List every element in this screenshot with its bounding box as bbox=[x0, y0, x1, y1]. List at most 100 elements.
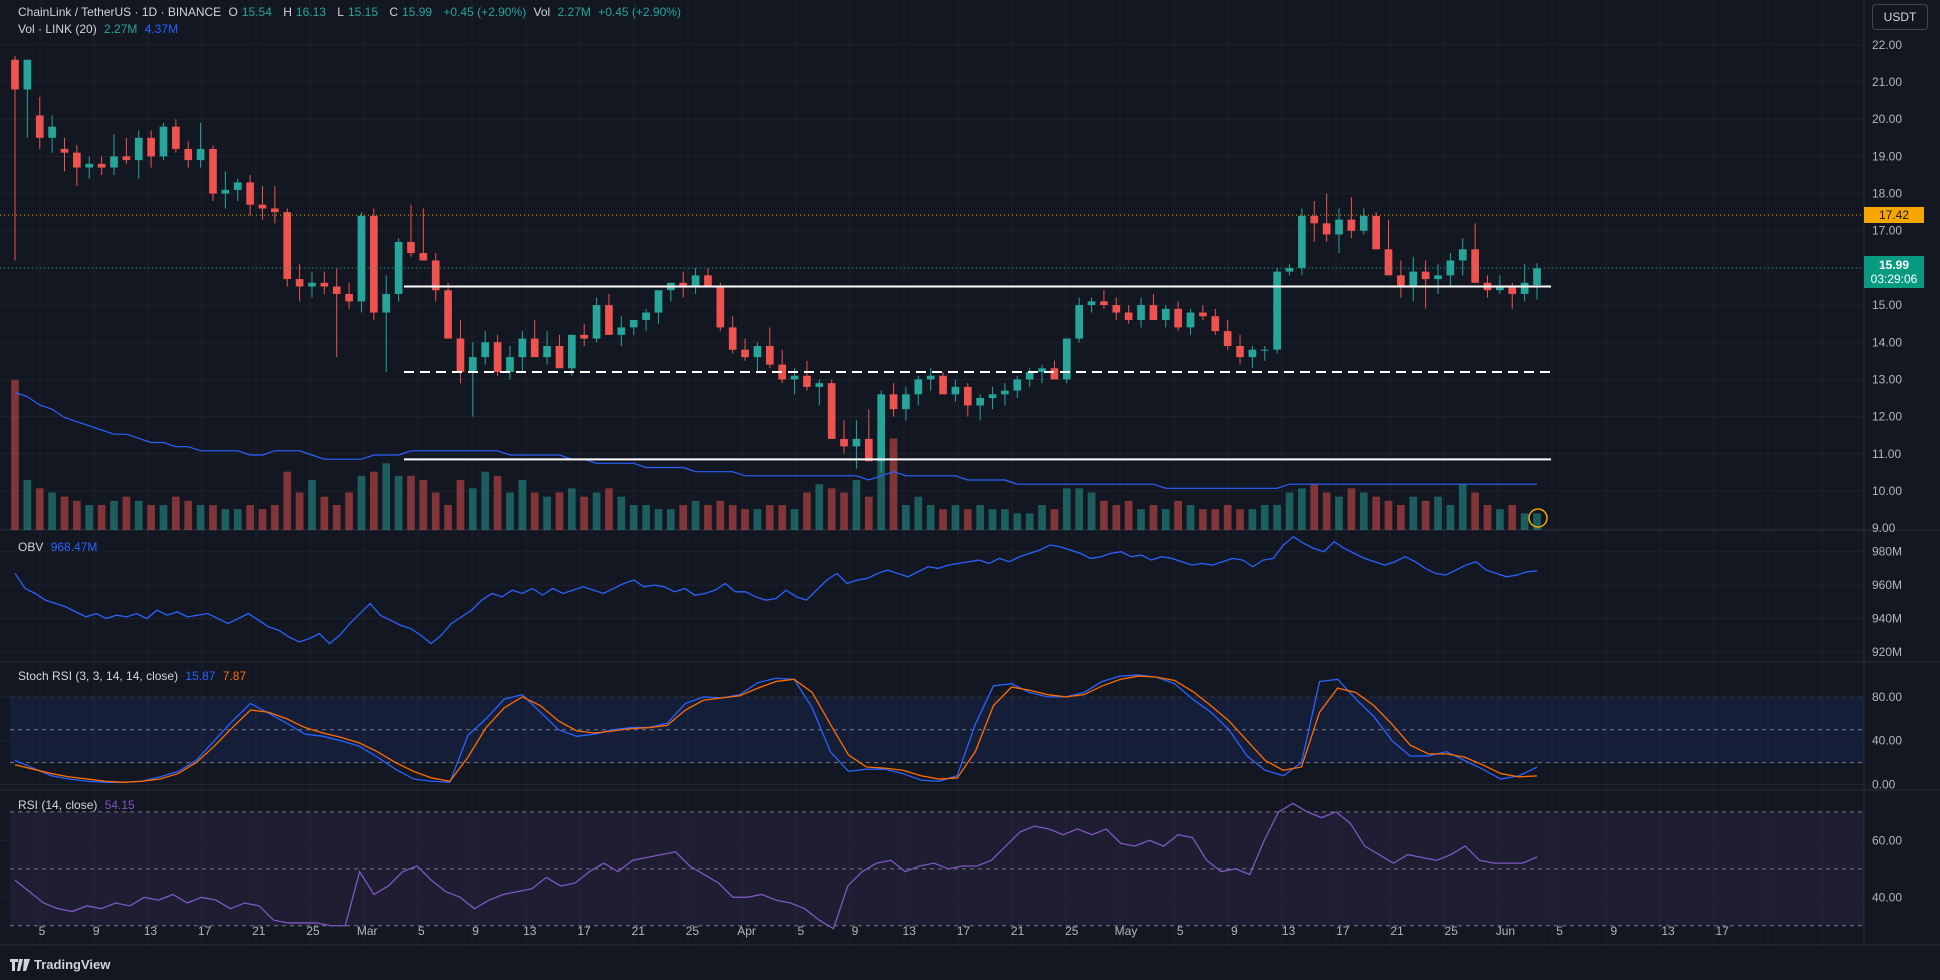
candle-body bbox=[469, 357, 477, 373]
currency-button[interactable]: USDT bbox=[1872, 4, 1928, 30]
volume-bar bbox=[320, 496, 329, 530]
tradingview-brand[interactable]: TradingView bbox=[10, 957, 110, 972]
change-value: +0.45 (+2.90%) bbox=[443, 5, 527, 19]
time-axis-tick: 9 bbox=[852, 924, 859, 938]
candle-body bbox=[778, 364, 787, 380]
volume-bar bbox=[1347, 488, 1356, 530]
candle-body bbox=[493, 342, 502, 373]
candle-body bbox=[85, 163, 94, 168]
time-axis-tick: 9 bbox=[93, 924, 100, 938]
vol-ma-label: Vol · LINK (20) bbox=[18, 22, 97, 36]
volume-bar bbox=[1211, 509, 1220, 530]
volume-bar bbox=[1038, 505, 1046, 530]
candle-body bbox=[1397, 275, 1405, 287]
price-axis-tick: 22.00 bbox=[1872, 38, 1902, 52]
volume-bar bbox=[1124, 500, 1133, 530]
candle-body bbox=[1050, 368, 1059, 380]
volume-legend: Vol · LINK (20) 2.27M 4.37M bbox=[18, 22, 182, 36]
volume-bar bbox=[1483, 505, 1492, 530]
volume-bar bbox=[246, 505, 254, 530]
volume-bar bbox=[1458, 484, 1467, 530]
time-axis-tick: 17 bbox=[1336, 924, 1350, 938]
indicator-axis-tick: 60.00 bbox=[1872, 833, 1902, 847]
volume-bar bbox=[1100, 500, 1108, 530]
volume-bar bbox=[159, 505, 168, 530]
time-axis-tick: 9 bbox=[1610, 924, 1617, 938]
volume-bar bbox=[122, 496, 131, 530]
candle-body bbox=[419, 253, 428, 261]
level-price-value: 17.42 bbox=[1878, 208, 1910, 223]
candle-body bbox=[827, 383, 836, 439]
candle-body bbox=[1161, 308, 1170, 320]
stoch-d-line bbox=[14, 675, 1538, 783]
price-axis-tick: 17.00 bbox=[1872, 224, 1902, 238]
price-axis-tick: 21.00 bbox=[1872, 75, 1902, 89]
volume-bar bbox=[1149, 505, 1158, 530]
volume-bar bbox=[48, 492, 56, 530]
volume-bar bbox=[110, 500, 118, 530]
volume-bar bbox=[939, 509, 947, 530]
vol-ma-a: 2.27M bbox=[104, 22, 138, 36]
time-axis-tick: 13 bbox=[523, 924, 537, 938]
volume-bar bbox=[1273, 505, 1281, 530]
indicator-axis-tick: 80.00 bbox=[1872, 690, 1902, 704]
candle-body bbox=[1496, 286, 1504, 291]
candle-body bbox=[506, 357, 514, 373]
volume-bar bbox=[716, 500, 725, 530]
candle-body bbox=[1273, 271, 1281, 350]
volume-bar bbox=[1384, 500, 1393, 530]
candle-body bbox=[1446, 260, 1455, 276]
candle-body bbox=[1075, 305, 1083, 339]
candle-body bbox=[233, 182, 242, 190]
price-axis-tick: 11.00 bbox=[1872, 447, 1901, 461]
volume-bar bbox=[543, 496, 551, 530]
rsi-line bbox=[14, 802, 1538, 930]
volume-bar bbox=[555, 492, 564, 530]
volume-bar bbox=[1520, 513, 1529, 530]
volume-bar bbox=[308, 480, 316, 530]
candle-body bbox=[134, 137, 143, 161]
candle-body bbox=[765, 345, 774, 365]
candle-body bbox=[481, 342, 490, 358]
candle-body bbox=[1285, 267, 1294, 272]
volume-bar bbox=[840, 492, 848, 530]
candle-body bbox=[184, 148, 193, 161]
volume-bar bbox=[1174, 500, 1182, 530]
volume-bar bbox=[1335, 496, 1343, 530]
volume-bar bbox=[1236, 509, 1244, 530]
volume-bar bbox=[530, 492, 539, 530]
volume-bar bbox=[765, 505, 774, 530]
candle-body bbox=[370, 215, 378, 313]
candle-body bbox=[976, 398, 985, 406]
time-axis-tick: 17 bbox=[957, 924, 971, 938]
candle-body bbox=[654, 290, 663, 313]
volume-bar bbox=[864, 496, 873, 530]
candle-body bbox=[196, 148, 205, 161]
candle-body bbox=[790, 375, 799, 380]
candle-body bbox=[320, 282, 329, 287]
candle-body bbox=[1236, 345, 1244, 358]
volume-bar bbox=[1496, 509, 1504, 530]
volume-bar bbox=[271, 505, 279, 530]
time-axis-tick: 25 bbox=[306, 924, 320, 938]
candle-body bbox=[1062, 338, 1071, 380]
candle-body bbox=[629, 319, 638, 328]
rsi-band bbox=[10, 811, 1864, 926]
volume-bar bbox=[914, 496, 923, 530]
candle-body bbox=[147, 137, 155, 157]
candle-body bbox=[122, 156, 131, 161]
candle-body bbox=[1186, 312, 1195, 328]
volume-bar bbox=[592, 492, 601, 530]
candle-body bbox=[1199, 312, 1207, 317]
time-axis-tick: 25 bbox=[1445, 924, 1459, 938]
volume-bar bbox=[741, 509, 749, 530]
price-axis-tick: 19.00 bbox=[1872, 149, 1902, 163]
price-legend: ChainLink / TetherUS · 1D · BINANCE O 15.… bbox=[18, 5, 685, 19]
time-axis-tick: 21 bbox=[1011, 924, 1025, 938]
last-price-value: 15.99 bbox=[1878, 258, 1910, 273]
volume-bar bbox=[1248, 509, 1257, 530]
volume-bar bbox=[382, 463, 391, 530]
indicator-axis-tick: 920M bbox=[1872, 645, 1902, 659]
volume-bar bbox=[926, 505, 935, 530]
